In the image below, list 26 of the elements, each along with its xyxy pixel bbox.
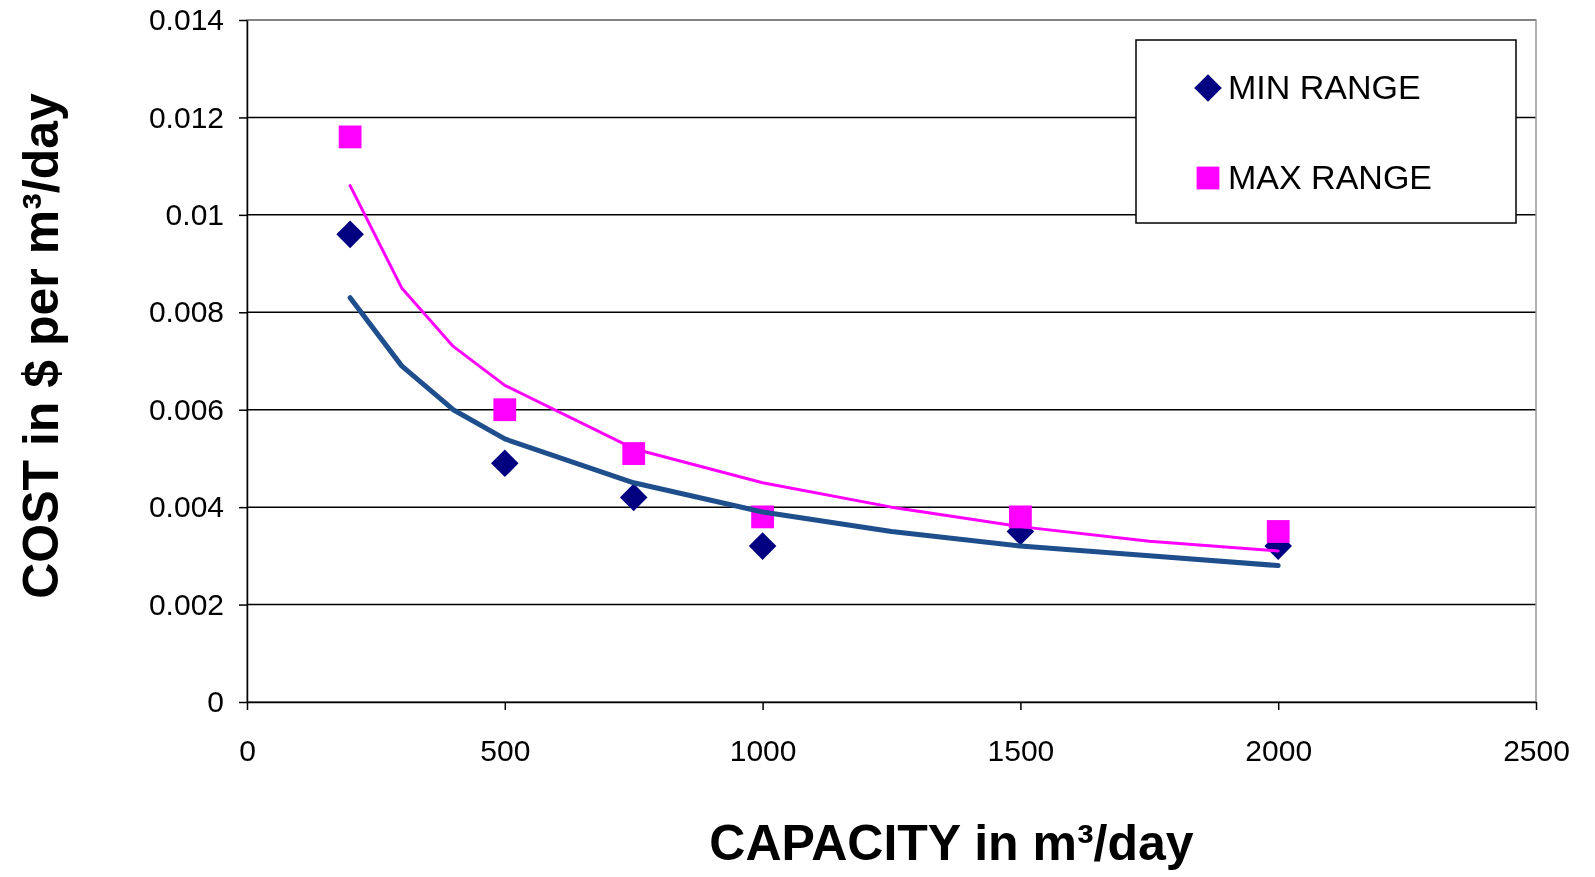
x-tick-label: 1000 (729, 734, 797, 767)
y-tick-label: 0.002 (148, 587, 224, 621)
y-tick-label: 0.012 (148, 100, 224, 134)
legend-label: MIN RANGE (1228, 68, 1421, 106)
y-tick-label: 0 (207, 685, 224, 719)
point (1009, 505, 1032, 529)
x-tick-label: 1500 (987, 734, 1055, 767)
point (619, 483, 648, 512)
x-axis-title: CAPACITY in m³/day (709, 815, 1194, 871)
x-tick-label: 2000 (1245, 734, 1313, 767)
y-tick-label: 0.01 (165, 197, 224, 231)
point (336, 220, 364, 249)
legend-label: MAX RANGE (1228, 158, 1433, 196)
point (1266, 520, 1290, 543)
y-tick-label: 0.006 (148, 392, 224, 426)
y-tick-label: 0.008 (148, 295, 224, 329)
point (748, 532, 777, 560)
x-tick-label: 2500 (1503, 734, 1570, 767)
x-tick-label: 500 (480, 734, 531, 767)
point (338, 125, 362, 149)
y-axis-title: COST in $ per m³/day (13, 92, 69, 599)
point (493, 398, 517, 422)
y-tick-label: 0.004 (148, 490, 224, 524)
point (491, 449, 519, 478)
y-tick-label: 0.014 (148, 3, 224, 37)
x-tick-label: 0 (239, 734, 256, 767)
